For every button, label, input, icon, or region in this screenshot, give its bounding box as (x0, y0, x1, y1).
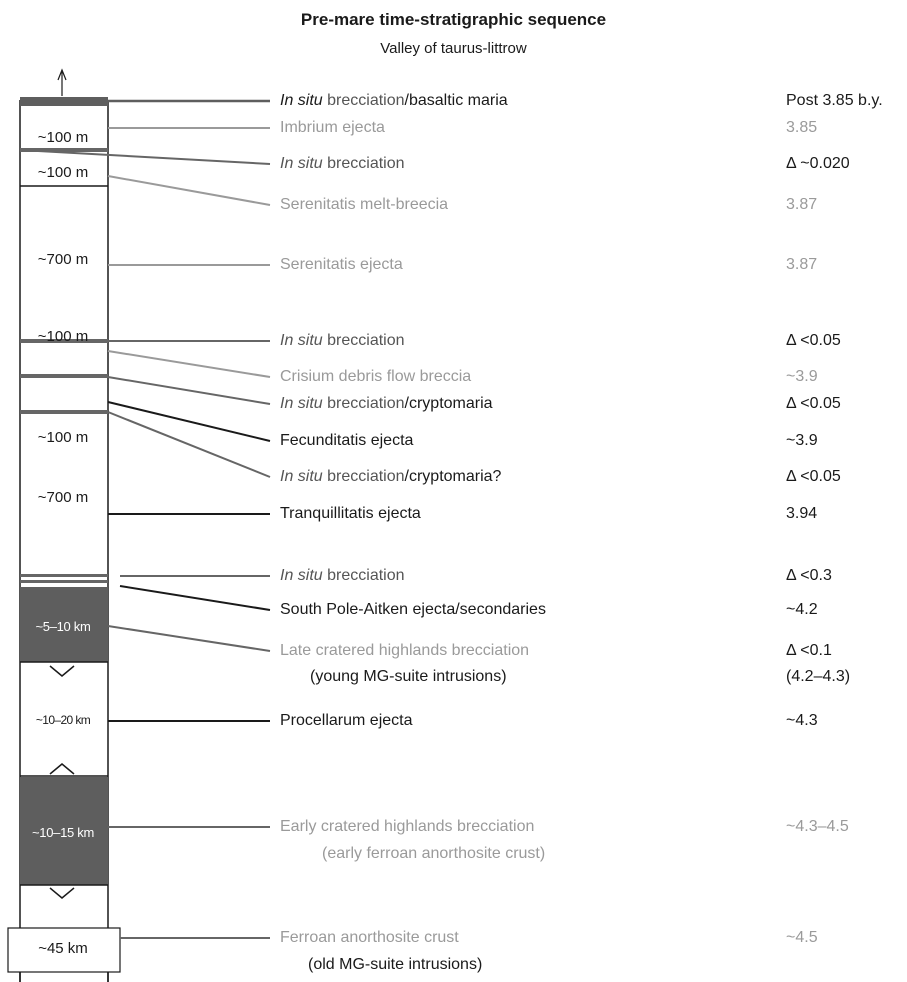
age-label: Post 3.85 b.y. (786, 92, 883, 109)
age-label: ~3.9 (786, 432, 818, 449)
layer-divider-5 (20, 410, 108, 414)
chevron-down-icon (49, 665, 75, 677)
connector-line (107, 625, 271, 652)
event-label: Crisium debris flow breccia (280, 368, 472, 385)
thickness-label: ~100 m (37, 164, 89, 181)
thickness-label: ~45 km (38, 940, 88, 957)
top-arrow-head (57, 68, 67, 81)
connector-line (107, 401, 271, 442)
event-label: In situ brecciation/cryptomaria (280, 395, 493, 412)
event-label: In situ brecciation/basaltic maria (280, 92, 508, 109)
event-label: Serenitatis melt-breecia (280, 196, 449, 213)
event-label: Ferroan anorthosite crust (280, 929, 459, 946)
event-label: Serenitatis ejecta (280, 256, 403, 273)
thickness-label: ~10–15 km (32, 825, 94, 840)
diagram-title: Pre-mare time-stratigraphic sequence (300, 10, 607, 29)
thickness-label: ~100 m (37, 129, 89, 146)
age-label: ~4.3 (786, 712, 818, 729)
late-highlands-block (20, 587, 108, 662)
layer-divider-4 (20, 374, 108, 378)
event-sublabel: (young MG-suite intrusions) (310, 668, 507, 685)
diagram-subtitle: Valley of taurus-littrow (380, 40, 527, 57)
chevron-down-icon (49, 887, 75, 899)
event-label: South Pole-Aitken ejecta/secondaries (280, 601, 546, 618)
connector-line (107, 175, 271, 206)
event-label: Tranquillitatis ejecta (280, 505, 421, 522)
layer-divider-3 (20, 339, 108, 343)
layer-divider-1 (20, 148, 108, 152)
thickness-label: ~700 m (37, 489, 89, 506)
connector-line (19, 149, 271, 165)
crust-box (7, 927, 121, 973)
age-label: Δ <0.05 (786, 332, 841, 349)
event-label: Fecunditatis ejecta (280, 432, 414, 449)
event-label: In situ brecciation/cryptomaria? (280, 468, 502, 485)
thickness-label: ~10–20 km (35, 713, 91, 727)
age-label: ~3.9 (786, 368, 818, 385)
age-label: ~4.5 (786, 929, 818, 946)
event-label: Imbrium ejecta (280, 119, 385, 136)
age-label: 3.87 (786, 256, 818, 273)
chevron-up-icon (49, 763, 75, 775)
thickness-label: ~100 m (37, 429, 89, 446)
age-label: ~4.3–4.5 (786, 818, 849, 835)
age-label: Δ <0.1 (786, 642, 832, 659)
event-label: Procellarum ejecta (280, 712, 413, 729)
age-label: 3.85 (786, 119, 818, 136)
event-sublabel: (old MG-suite intrusions) (308, 956, 483, 973)
age-label: Δ <0.3 (786, 567, 832, 584)
age-sublabel: (4.2–4.3) (786, 668, 851, 685)
connector-line (107, 411, 271, 478)
layer-divider-6 (20, 574, 108, 577)
thickness-label: ~5–10 km (35, 619, 91, 634)
connector-line (107, 376, 271, 405)
event-label: Late cratered highlands brecciation (280, 642, 530, 659)
age-label: Δ <0.05 (786, 395, 841, 412)
age-label: 3.87 (786, 196, 818, 213)
connector-line (119, 585, 271, 611)
event-label: In situ brecciation (280, 332, 405, 349)
layer-top-band (20, 97, 108, 106)
early-highlands-block (20, 777, 108, 885)
event-label: In situ brecciation (280, 155, 405, 172)
age-label: ~4.2 (786, 601, 818, 618)
age-label: Δ <0.05 (786, 468, 841, 485)
event-label: Early cratered highlands brecciation (280, 818, 535, 835)
age-label: 3.94 (786, 505, 818, 522)
connector-line (107, 350, 271, 378)
event-label: In situ brecciation (280, 567, 405, 584)
thickness-label: ~100 m (37, 328, 89, 345)
layer-divider-7 (20, 580, 108, 583)
thickness-label: ~700 m (37, 251, 89, 268)
event-sublabel: (early ferroan anorthosite crust) (322, 845, 546, 862)
age-label: Δ ~0.020 (786, 155, 850, 172)
